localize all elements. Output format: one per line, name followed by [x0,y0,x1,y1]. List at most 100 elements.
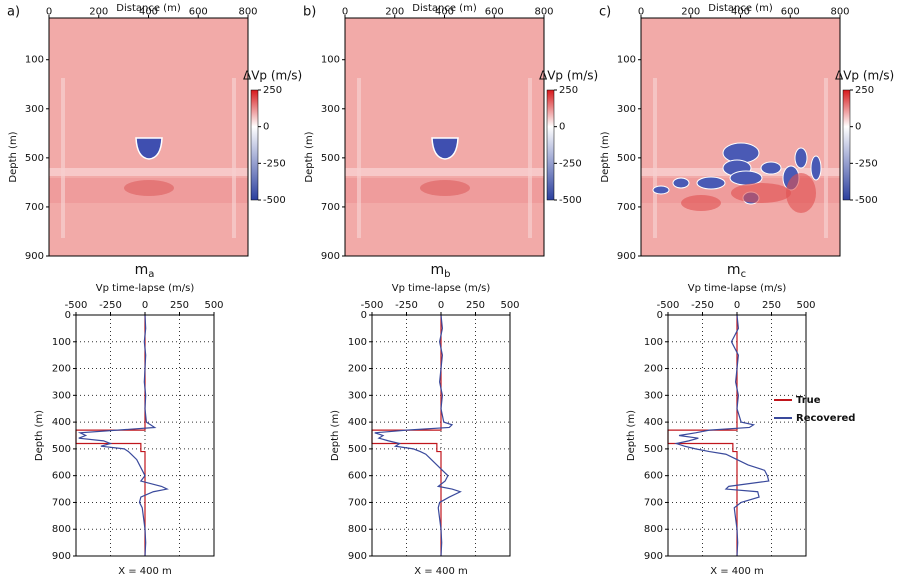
map-field [49,18,248,256]
anomaly [760,161,782,175]
plot-frame [667,314,807,557]
y-tick-label: 600 [52,471,71,482]
colorbar-tick-label: -250 [559,158,582,169]
colorbar [842,89,851,201]
colorbar-tick-label: 0 [559,122,565,133]
y-tick-label: 200 [52,364,71,375]
label-sub: a [148,269,154,280]
edge-artifact [357,78,361,238]
y-tick-label: 400 [348,417,367,428]
x-tick-label: 400 [139,7,158,18]
y-tick-label: 100 [25,55,44,66]
x-tick-label: -500 [65,300,88,311]
y-tick-label: 400 [644,417,663,428]
y-axis-title: Depth (m) [626,410,637,461]
y-tick-label: 900 [617,251,636,262]
map-field [345,18,544,256]
plot-frame [75,314,215,557]
colorbar-tick-label: 0 [263,122,269,133]
series-line [673,314,770,557]
x-tick-label: 500 [204,300,223,311]
colorbar-tick-label: -500 [559,195,582,206]
y-tick-label: 700 [348,497,367,508]
legend-label: Recovered [796,413,855,424]
y-tick-label: 600 [348,471,367,482]
colorbar [250,89,259,201]
x-tick-label: 0 [342,7,348,18]
anomaly [431,137,459,160]
colorbar-title: ΔVp (m/s) [243,69,302,83]
annotation: X = 400 m [710,566,764,577]
x-tick-label: 0 [734,300,740,311]
field-background [641,18,840,256]
y-tick-label: 500 [321,153,340,164]
series-line [77,314,169,557]
x-tick-label: -500 [361,300,384,311]
x-tick-label: 400 [435,7,454,18]
x-tick-label: 0 [438,300,444,311]
y-tick-label: 300 [348,390,367,401]
x-tick-label: 200 [89,7,108,18]
y-tick-label: 700 [617,202,636,213]
anomaly-red [731,183,791,203]
panel-model-label: mc [727,262,746,280]
anomaly-red [786,173,816,213]
anomaly-shadow [124,180,174,196]
y-tick-label: 100 [644,337,663,348]
y-tick-label: 500 [617,153,636,164]
anomaly-shadow [420,180,470,196]
field-background [49,18,248,256]
anomaly [696,176,726,190]
x-tick-label: 800 [238,7,257,18]
field-band [345,168,544,176]
x-tick-label: 500 [796,300,815,311]
panel-model-label: mb [431,262,451,280]
x-tick-label: -500 [657,300,680,311]
colorbar-tick-label: -500 [855,195,878,206]
y-tick-label: 700 [25,202,44,213]
label-main: m [431,262,445,278]
edge-artifact [824,78,828,238]
x-tick-label: 0 [46,7,52,18]
y-tick-label: 900 [52,551,71,562]
y-tick-label: 700 [52,497,71,508]
anomaly [652,185,670,195]
colorbar-tick-label: 250 [263,85,282,96]
x-tick-label: -250 [691,300,714,311]
y-tick-label: 900 [25,251,44,262]
field-background [345,18,544,256]
anomaly [729,170,763,186]
y-axis-title: Depth (m) [600,131,611,182]
anomaly-red [681,195,721,211]
y-tick-label: 100 [617,55,636,66]
x-tick-label: 250 [170,300,189,311]
x-tick-label: -250 [99,300,122,311]
y-tick-label: 500 [52,444,71,455]
y-tick-label: 300 [644,390,663,401]
x-axis-title: Distance (m) [708,3,773,14]
x-axis-title: Vp time-lapse (m/s) [392,283,491,294]
legend-label: True [796,395,821,406]
colorbar-tick-label: -250 [263,158,286,169]
y-tick-label: 400 [52,417,71,428]
x-tick-label: 800 [830,7,849,18]
colorbar-tick-label: -500 [263,195,286,206]
y-tick-label: 0 [657,310,663,321]
y-axis-title: Depth (m) [34,410,45,461]
colorbar [546,89,555,201]
panel-label: b) [303,5,316,20]
colorbar-title: ΔVp (m/s) [835,69,894,83]
colorbar-tick-label: 0 [855,122,861,133]
edge-artifact [528,78,532,238]
edge-artifact [61,78,65,238]
y-tick-label: 100 [348,337,367,348]
annotation: X = 400 m [118,566,172,577]
y-tick-label: 700 [321,202,340,213]
x-tick-label: 600 [781,7,800,18]
x-tick-label: -250 [395,300,418,311]
y-tick-label: 0 [361,310,367,321]
y-tick-label: 100 [321,55,340,66]
anomaly [135,137,163,160]
y-tick-label: 500 [644,444,663,455]
